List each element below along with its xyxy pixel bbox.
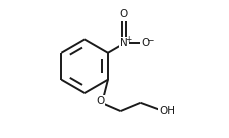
Text: N: N — [120, 39, 127, 48]
Text: O: O — [141, 39, 149, 48]
Text: O: O — [119, 10, 128, 19]
Text: OH: OH — [159, 106, 175, 116]
Text: O: O — [96, 96, 104, 106]
Text: +: + — [125, 35, 131, 44]
Text: −: − — [145, 35, 153, 45]
